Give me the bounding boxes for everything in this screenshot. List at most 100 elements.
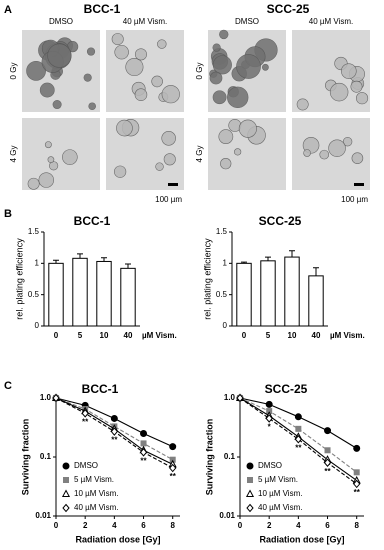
bar (284, 256, 300, 327)
y-tick-label: 1.0 (40, 393, 52, 402)
colony (114, 165, 127, 178)
legend-label: 40 µM Vism. (74, 503, 118, 512)
panel-label: B (4, 208, 12, 220)
marker (139, 448, 148, 457)
marker (140, 440, 147, 447)
bar (96, 260, 112, 327)
colony (212, 43, 221, 52)
marker (140, 430, 148, 438)
colony (342, 137, 353, 147)
colony (236, 54, 261, 79)
colony (62, 149, 78, 165)
legend-label: 10 µM Vism. (258, 489, 302, 498)
colony (111, 33, 124, 46)
colony (161, 131, 176, 146)
x-axis-label: Radiation dose [Gy] (75, 534, 160, 544)
legend-label: 10 µM Vism. (74, 489, 118, 498)
row-label: 0 Gy (195, 63, 204, 80)
colony (209, 71, 223, 85)
row-label: 4 Gy (195, 146, 204, 163)
marker (110, 414, 118, 422)
x-tick-label: 5 (78, 331, 83, 340)
y-tick-label: 0.01 (35, 511, 51, 520)
colony (238, 119, 257, 138)
marker (81, 409, 89, 418)
error-bar (53, 259, 59, 264)
colony (134, 88, 148, 101)
marker (110, 427, 119, 436)
marker (265, 414, 273, 423)
annotation: ** (170, 472, 177, 481)
x-tick-label: 2 (83, 521, 88, 530)
marker (353, 479, 361, 489)
x-tick-label: 2 (267, 521, 272, 530)
colony (350, 80, 363, 93)
x-tick-label: 0 (54, 331, 59, 340)
x-tick-label: 10 (288, 331, 297, 340)
colony (157, 39, 167, 49)
marker (353, 469, 360, 476)
colony (83, 73, 92, 82)
colony (329, 82, 349, 102)
y-tick-label: 1 (35, 258, 40, 267)
marker (353, 444, 361, 452)
marker (323, 458, 332, 467)
marker (247, 477, 253, 483)
y-tick-label: 1.5 (216, 227, 228, 236)
y-tick-label: 0.1 (224, 452, 236, 461)
marker (52, 393, 60, 403)
marker (324, 427, 332, 435)
chart-title: SCC-25 (265, 382, 308, 396)
x-axis-label: µM Vism. (330, 331, 365, 340)
x-tick-label: 5 (266, 331, 271, 340)
colony (234, 148, 242, 156)
colony (86, 47, 96, 56)
row-label: 4 Gy (9, 146, 18, 163)
y-axis-label: Surviving fraction (20, 419, 30, 496)
colony (220, 158, 232, 170)
marker (245, 489, 255, 497)
colony (27, 177, 40, 190)
y-tick-label: 1.5 (28, 227, 40, 236)
x-tick-label: 8 (354, 521, 359, 530)
x-tick-label: 0 (238, 521, 243, 530)
error-bar (265, 256, 271, 261)
y-tick-label: 0.1 (40, 452, 52, 461)
marker (295, 425, 302, 432)
colony (212, 55, 232, 75)
colony (161, 85, 180, 104)
colony (227, 86, 249, 109)
colony (328, 139, 346, 157)
colony (356, 92, 369, 105)
colony (114, 44, 129, 60)
x-tick-label: 0 (242, 331, 247, 340)
x-tick-label: 4 (112, 521, 117, 530)
marker (169, 463, 177, 473)
colony (212, 90, 227, 105)
colony (26, 61, 46, 81)
error-bar (101, 257, 107, 262)
marker (169, 443, 177, 451)
colony (163, 153, 176, 166)
marker (63, 477, 69, 483)
legend-label: 5 µM Vism. (258, 475, 298, 484)
colony (134, 48, 147, 61)
y-tick-label: 0.5 (216, 290, 228, 299)
marker (236, 393, 244, 403)
colony (38, 172, 54, 188)
colony (125, 57, 144, 77)
x-axis-label: Radiation dose [Gy] (259, 534, 344, 544)
colony (44, 141, 52, 149)
legend-label: 5 µM Vism. (74, 475, 114, 484)
colony (47, 43, 72, 68)
y-tick-label: 0.01 (219, 511, 235, 520)
column-label: DMSO (49, 17, 73, 26)
y-tick-label: 1.0 (224, 393, 236, 402)
annotation: ** (111, 436, 118, 445)
bar (120, 267, 136, 327)
marker (61, 489, 71, 497)
colony (88, 102, 96, 111)
annotation: ** (354, 488, 361, 497)
column-label: 40 µM Vism. (309, 17, 353, 26)
micrograph-title: BCC-1 (84, 2, 121, 16)
